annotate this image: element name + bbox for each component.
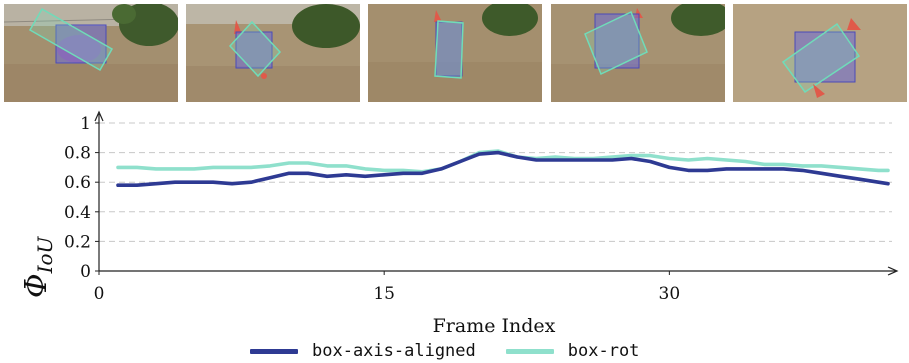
y-axis-label: ΦIoU (19, 235, 57, 298)
chart-axes (94, 110, 899, 276)
y-tick-label-2: 0.4 (64, 203, 91, 223)
y-tick-labels: 0 0.2 0.4 0.6 0.8 1 (64, 114, 91, 282)
y-tick-label-0: 0 (80, 262, 91, 282)
x-tick-label-2: 30 (659, 284, 681, 304)
chart-series (116, 149, 890, 187)
legend-label-box-axis-aligned: box-axis-aligned (312, 341, 476, 361)
legend-label-box-rot: box-rot (567, 341, 640, 361)
y-axis-label-main: Φ (19, 273, 54, 298)
frame-thumbnail-1 (4, 4, 178, 102)
y-axis-label-sub: IoU (33, 235, 57, 274)
x-tick-label-0: 0 (94, 284, 105, 304)
y-tick-label-3: 0.6 (64, 173, 91, 193)
x-tick-label-1: 15 (373, 284, 395, 304)
legend-item-box-axis-aligned: box-axis-aligned (250, 341, 476, 361)
frame-thumbnails-strip (0, 0, 909, 104)
frame-thumbnail-4 (551, 4, 725, 102)
x-axis-arrow (887, 266, 899, 276)
frame-thumbnail-5 (733, 4, 907, 102)
chart-legend: box-axis-aligned box-rot (250, 340, 669, 362)
y-tick-label-1: 0.2 (64, 232, 91, 252)
legend-item-box-rot: box-rot (505, 341, 640, 361)
legend-swatch-box-rot (505, 348, 554, 354)
y-axis-arrow (94, 110, 104, 122)
x-axis-label: Frame Index (433, 315, 556, 337)
x-tick-labels: 0 15 30 (94, 284, 681, 304)
iou-line-chart: 0 0.2 0.4 0.6 0.8 1 0 15 30 Frame Index ΦIoU (19, 110, 899, 337)
y-tick-label-4: 0.8 (64, 144, 91, 164)
svg-text:ΦIoU: ΦIoU (19, 235, 57, 298)
frame-thumbnail-3 (368, 4, 542, 102)
series-line-box-axis-aligned (116, 150, 890, 187)
frame-thumbnail-2 (186, 4, 360, 102)
y-tick-label-5: 1 (80, 114, 91, 134)
legend-swatch-box-axis-aligned (250, 348, 298, 354)
